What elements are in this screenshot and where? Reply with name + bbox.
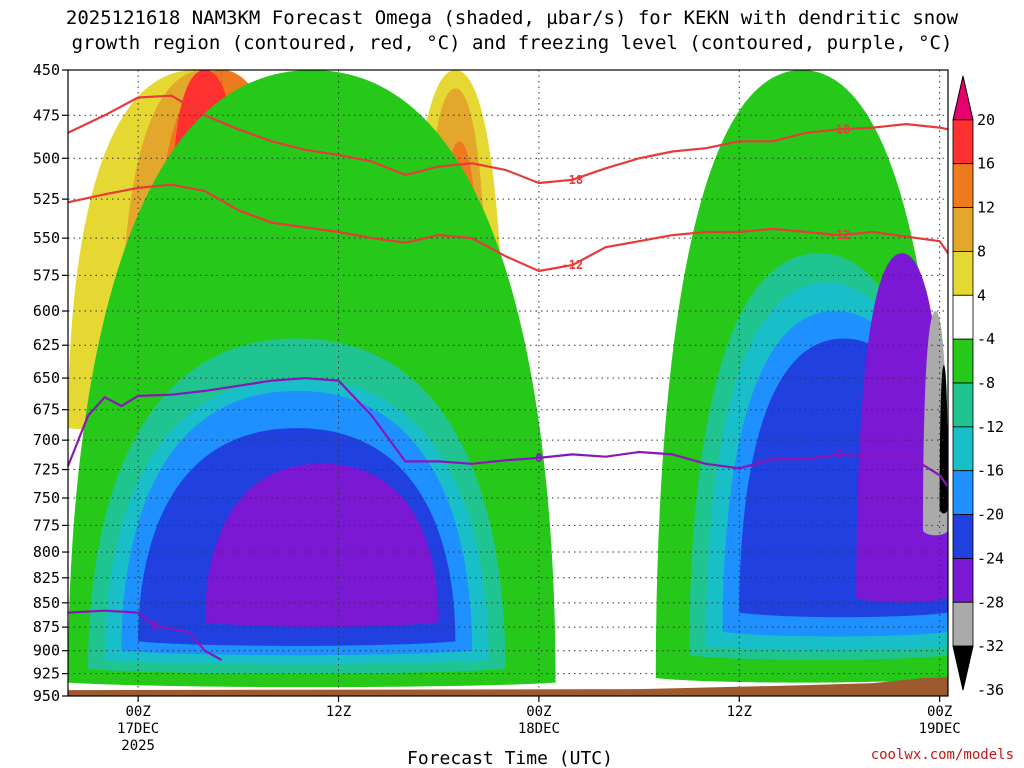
y-tick-label: 775: [33, 516, 60, 534]
colorbar-label: 12: [977, 199, 995, 217]
y-tick-label: 875: [33, 618, 60, 636]
contour-freezing-level-0: [66, 377, 949, 488]
temperature-contours: -18 -18 -12 -12 0 0 0: [66, 94, 949, 661]
colorbar-swatch: [952, 338, 974, 384]
contour-label-freezing-level-0-low: 0: [151, 619, 158, 633]
y-tick-label: 825: [33, 569, 60, 587]
colorbar-swatch: [952, 207, 974, 252]
contour-label-freezing-level-0: 0: [535, 451, 542, 465]
x-tick-label: 00Z: [526, 704, 551, 720]
contour-dgz-minus18: [67, 94, 949, 185]
x-tick-date: 19DEC: [919, 721, 961, 737]
colorbar: 20 16 12 8 4 -4 -8 -12 -16 -20 -24 -28 -32 -36: [952, 75, 1004, 699]
colorbar-swatch: [952, 470, 974, 515]
y-tick-label: 725: [33, 461, 60, 479]
y-tick-label: 625: [33, 336, 60, 354]
colorbar-label: 8: [977, 242, 986, 260]
colorbar-label: -20: [977, 506, 1004, 524]
colorbar-label: -4: [977, 330, 995, 348]
colorbar-label: -28: [977, 593, 1004, 611]
x-tick-year: 2025: [121, 738, 155, 754]
colorbar-label: -8: [977, 374, 995, 392]
chart-title-line1: 2025121618 NAM3KM Forecast Omega (shaded…: [66, 7, 959, 29]
colorbar-swatch: [952, 382, 974, 428]
colorbar-swatch: [952, 558, 974, 603]
y-tick-label: 475: [33, 106, 60, 124]
y-tick-label: 450: [33, 61, 60, 79]
colorbar-swatch: [952, 251, 974, 296]
y-tick-label: 575: [33, 266, 60, 284]
contour-freezing-level-0-low: [67, 609, 223, 661]
colorbar-label: -32: [977, 637, 1004, 655]
y-tick-label: 950: [33, 687, 60, 705]
x-tick-label: 12Z: [326, 704, 351, 720]
colorbar-label: 4: [977, 286, 986, 304]
colorbar-swatch: [952, 601, 974, 647]
x-tick-date: 18DEC: [518, 721, 560, 737]
colorbar-swatch: [952, 294, 974, 340]
omega-region-lower-negative-left-purple: [204, 463, 439, 627]
colorbar-swatch: [952, 119, 974, 165]
colorbar-swatch: [952, 163, 974, 208]
colorbar-swatch: [952, 426, 974, 472]
plot-area: -18 -18 -12 -12 0 0 0: [66, 69, 949, 697]
credit-text: coolwx.com/models: [871, 747, 1014, 763]
colorbar-label: -24: [977, 549, 1004, 567]
y-tick-label: 550: [33, 229, 60, 247]
contour-dgz-minus12: [67, 183, 949, 273]
y-tick-label: 850: [33, 594, 60, 612]
x-axis-label: Forecast Time (UTC): [407, 748, 613, 768]
y-tick-label: 925: [33, 665, 60, 683]
colorbar-label: -12: [977, 418, 1004, 436]
x-tick-date: 17DEC: [117, 721, 159, 737]
colorbar-swatch: [952, 75, 974, 121]
y-tick-label: 650: [33, 369, 60, 387]
gridlines: [68, 70, 948, 696]
contour-label-dgz-minus12: -12: [561, 258, 583, 272]
plot-frame: [67, 69, 949, 697]
terrain-surface: [68, 677, 948, 696]
colorbar-label: -16: [977, 462, 1004, 480]
y-tick-label: 700: [33, 431, 60, 449]
x-tick-label: 00Z: [125, 704, 150, 720]
y-axis: 450 475 500 525 550 575 600 625 650 675 700 725 750 7…: [33, 61, 68, 705]
contour-label-dgz-minus18: -18: [829, 122, 851, 136]
x-tick-label: 12Z: [727, 704, 752, 720]
colorbar-label: 20: [977, 111, 995, 129]
y-tick-label: 675: [33, 401, 60, 419]
y-tick-label: 525: [33, 190, 60, 208]
x-tick-label: 00Z: [927, 704, 952, 720]
contour-label-dgz-minus12: -12: [829, 228, 851, 242]
contour-label-freezing-level-0: 0: [836, 447, 843, 461]
colorbar-swatch: [952, 645, 974, 691]
contour-label-dgz-minus18: -18: [561, 173, 583, 187]
y-tick-label: 800: [33, 543, 60, 561]
y-tick-label: 750: [33, 489, 60, 507]
terrain: [68, 677, 948, 696]
colorbar-label: -36: [977, 681, 1004, 699]
y-tick-label: 600: [33, 302, 60, 320]
y-tick-label: 500: [33, 149, 60, 167]
chart-title-line2: growth region (contoured, red, °C) and f…: [72, 32, 953, 54]
colorbar-swatch: [952, 514, 974, 559]
colorbar-label: 16: [977, 155, 995, 173]
y-tick-label: 900: [33, 642, 60, 660]
